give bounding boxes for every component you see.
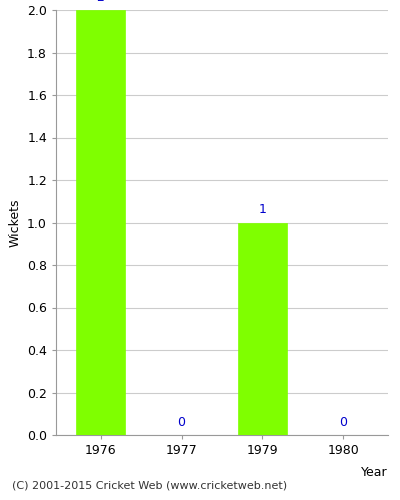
Text: (C) 2001-2015 Cricket Web (www.cricketweb.net): (C) 2001-2015 Cricket Web (www.cricketwe…: [12, 480, 287, 490]
Text: Year: Year: [361, 466, 388, 478]
Text: 2: 2: [96, 0, 104, 4]
Text: 0: 0: [178, 416, 186, 428]
Text: 1: 1: [258, 203, 266, 216]
Bar: [238, 222, 287, 435]
Bar: [76, 10, 125, 435]
Y-axis label: Wickets: Wickets: [8, 198, 22, 246]
Text: 0: 0: [340, 416, 348, 428]
